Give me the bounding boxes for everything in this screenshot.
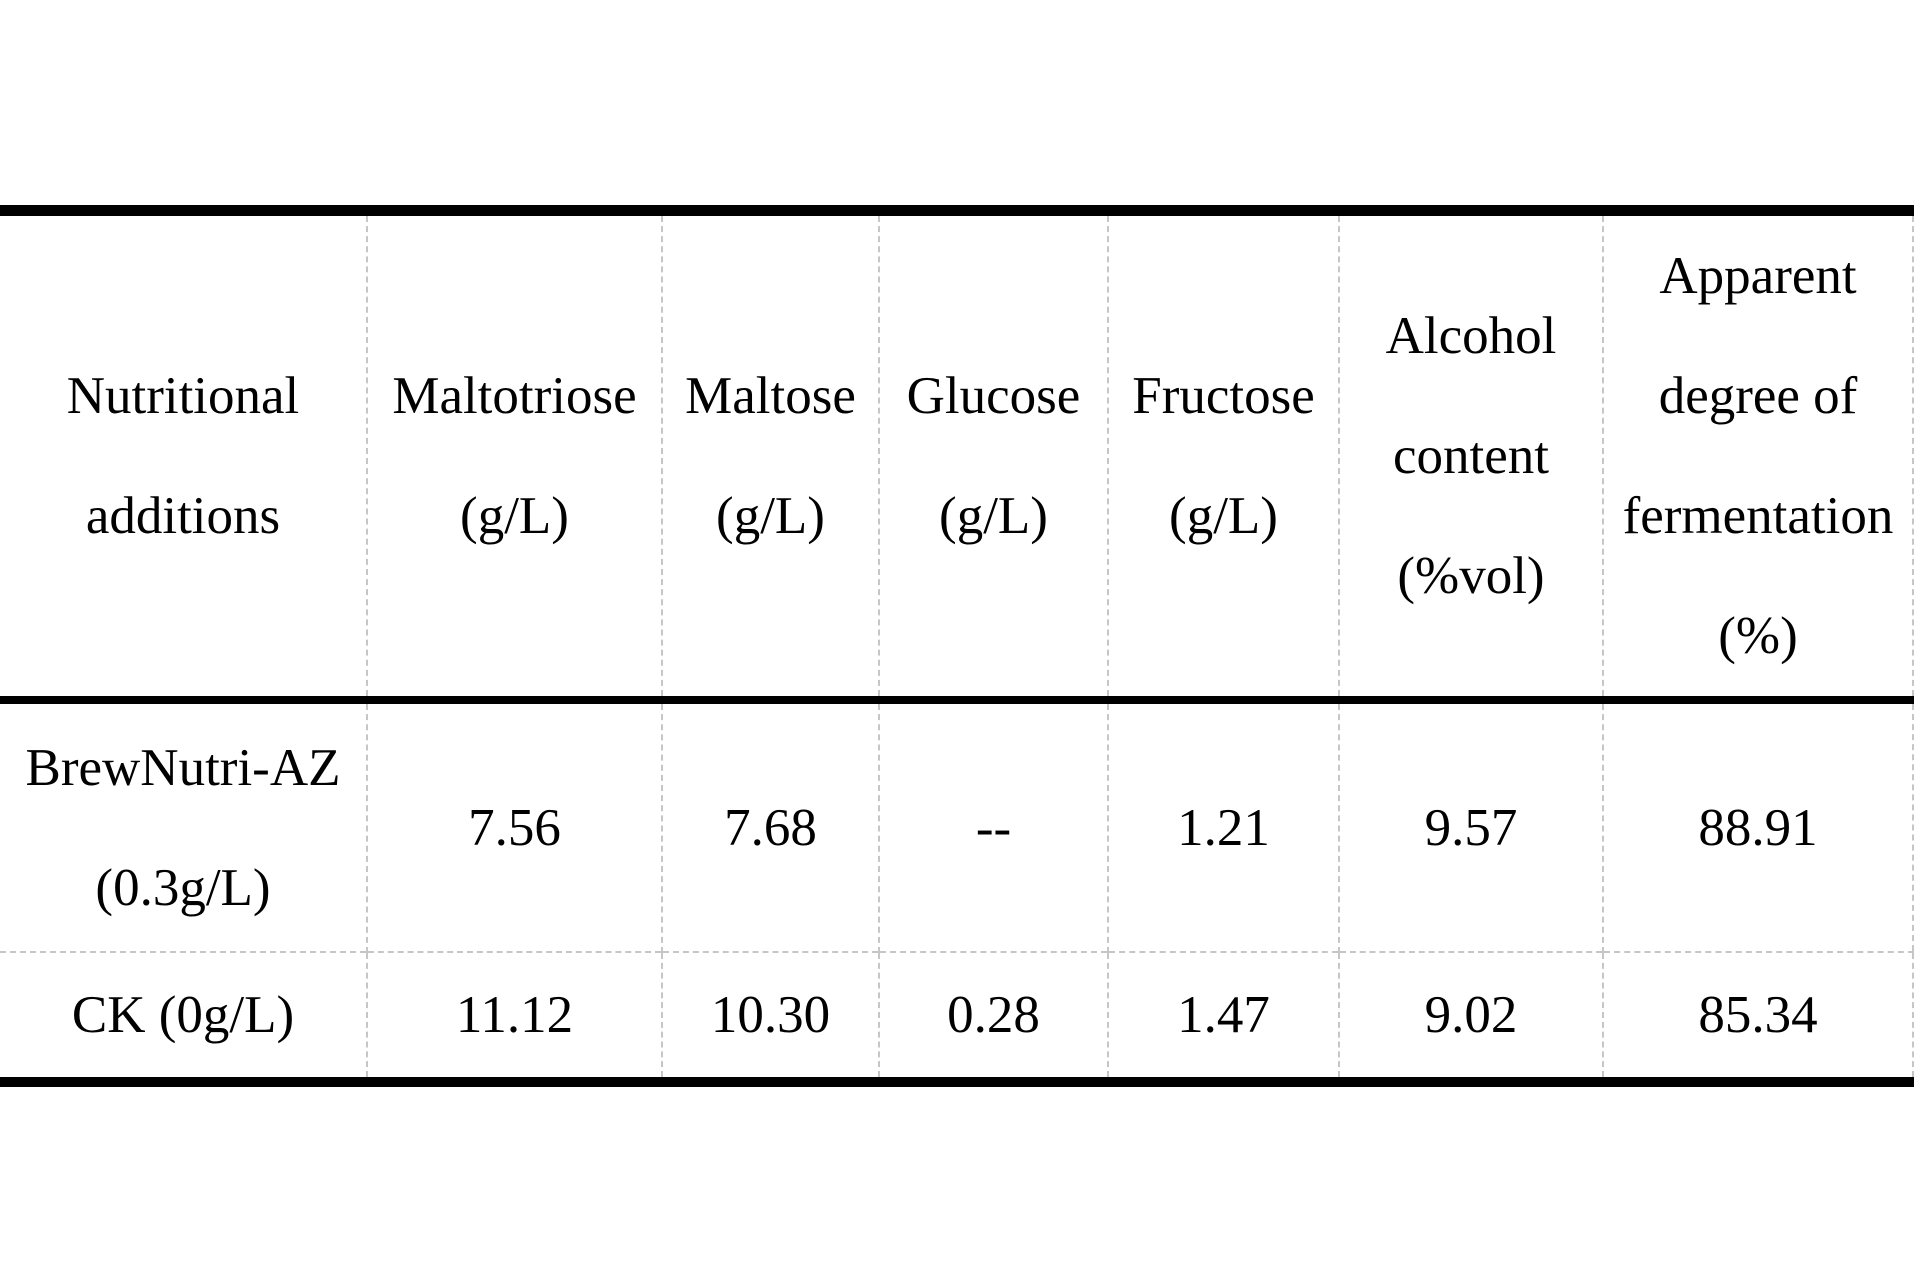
col-header-fructose: Fructose (g/L) [1107, 210, 1339, 700]
fermentation-results-table: Nutritional additions Maltotriose (g/L) … [0, 205, 1914, 1087]
cell-brewnutri-apparent-fermentation: 88.91 [1602, 700, 1913, 952]
cell-ck-fructose: 1.47 [1107, 952, 1339, 1082]
header-row: Nutritional additions Maltotriose (g/L) … [0, 210, 1913, 700]
table-row-brewnutri-az: BrewNutri-AZ (0.3g/L) 7.56 7.68 -- 1.21 … [0, 700, 1913, 952]
cell-ck-glucose: 0.28 [878, 952, 1108, 1082]
row-label-brewnutri-az: BrewNutri-AZ (0.3g/L) [25, 738, 341, 917]
cell-brewnutri-alcohol-content: 9.57 [1338, 700, 1603, 952]
cell-brewnutri-maltotriose: 7.56 [366, 700, 662, 952]
cell-ck-maltotriose: 11.12 [366, 952, 662, 1082]
cell-brewnutri-fructose: 1.21 [1107, 700, 1339, 952]
table-row-ck-control: CK (0g/L) 11.12 10.30 0.28 1.47 9.02 85.… [0, 952, 1913, 1082]
row-label-ck-control: CK (0g/L) [71, 986, 295, 1044]
col-header-glucose: Glucose (g/L) [878, 210, 1108, 700]
cell-ck-maltose: 10.30 [661, 952, 879, 1082]
col-header-alcohol-content: Alcohol content (%vol) [1338, 210, 1603, 700]
cell-brewnutri-maltose: 7.68 [661, 700, 879, 952]
col-header-apparent-degree-of-fermentation: Apparent degree of fermentation (%) [1602, 210, 1913, 700]
cell-ck-apparent-fermentation: 85.34 [1602, 952, 1913, 1082]
col-header-maltose: Maltose (g/L) [661, 210, 879, 700]
col-header-nutritional-additions: Nutritional additions [66, 367, 300, 545]
cell-ck-alcohol-content: 9.02 [1338, 952, 1603, 1082]
col-header-maltotriose: Maltotriose (g/L) [366, 210, 662, 700]
cell-brewnutri-glucose: -- [878, 700, 1108, 952]
